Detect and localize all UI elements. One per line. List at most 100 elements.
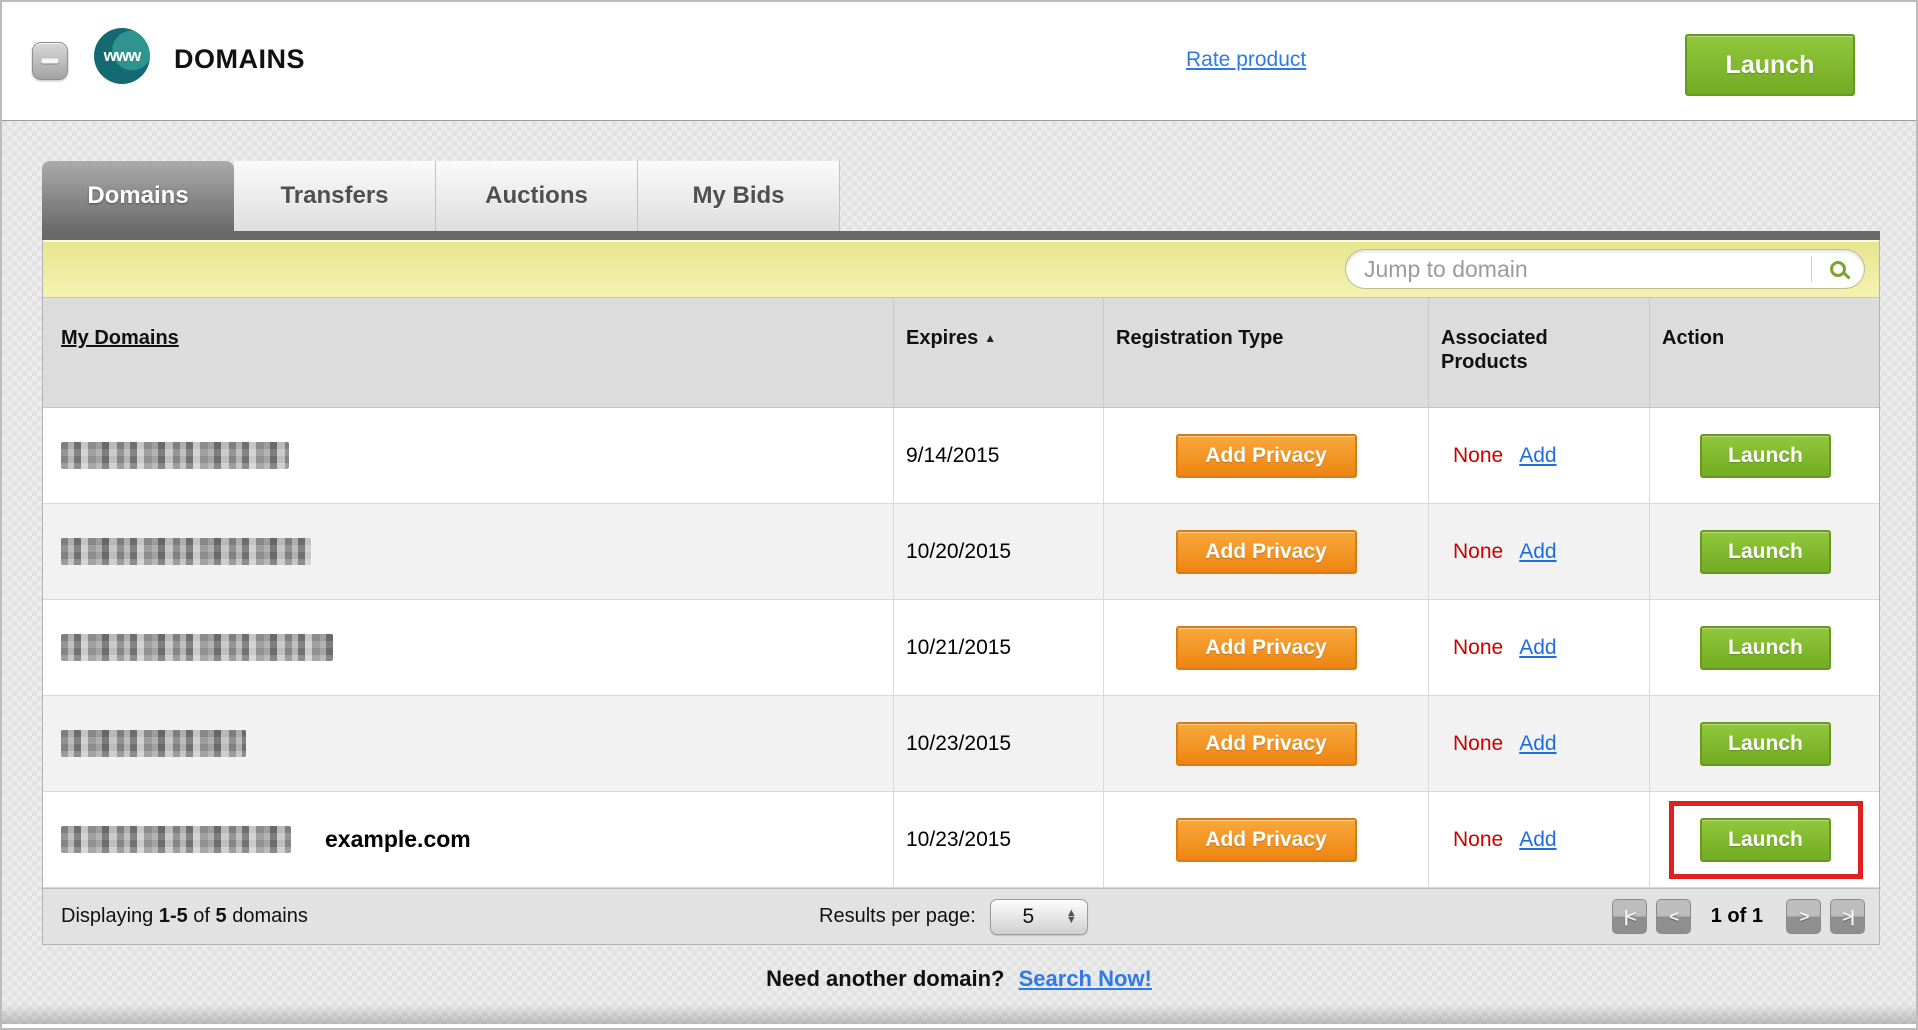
launch-button-highlighted[interactable]: Launch <box>1700 817 1831 862</box>
launch-button-header[interactable]: Launch <box>1685 34 1855 96</box>
table-row-example-com: example.com 10/23/2015 Add Privacy None … <box>43 792 1879 888</box>
domain-cell <box>43 504 893 599</box>
redacted-domain-name <box>61 538 311 565</box>
domain-cell <box>43 408 893 503</box>
domain-cell <box>43 600 893 695</box>
www-globe-icon: www <box>94 28 150 84</box>
add-product-link[interactable]: Add <box>1519 635 1557 659</box>
associated-cell: None Add <box>1428 408 1649 503</box>
sort-ascending-icon: ▲ <box>984 331 997 345</box>
table-row: 10/20/2015 Add Privacy None Add Launch <box>43 504 1879 600</box>
results-per-page: Results per page: 5 ▲ ▼ <box>819 898 1088 935</box>
stepper-icon: ▲ ▼ <box>1065 906 1077 926</box>
column-expires[interactable]: Expires ▲ <box>893 298 1103 407</box>
app-header: www DOMAINS Rate product Launch <box>2 2 1916 120</box>
add-privacy-button[interactable]: Add Privacy <box>1175 529 1357 574</box>
action-cell: Launch <box>1649 504 1881 599</box>
action-cell: Launch <box>1649 696 1881 791</box>
first-page-button[interactable]: |< <box>1611 899 1647 934</box>
registration-cell: Add Privacy <box>1103 600 1428 695</box>
launch-button[interactable]: Launch <box>1700 625 1831 670</box>
results-per-page-select[interactable]: 5 ▲ ▼ <box>989 898 1088 935</box>
collapse-module-button[interactable] <box>32 42 68 80</box>
need-domain-prompt: Need another domain? Search Now! <box>766 966 1152 991</box>
pagination: |< < 1 of 1 > >| <box>1603 899 1865 934</box>
content-panel: My Domains Expires▲ Registration Type As… <box>42 240 1880 945</box>
last-page-button[interactable]: >| <box>1830 899 1865 934</box>
expires-cell: 10/23/2015 <box>893 792 1103 887</box>
table-footer: Displaying 1-5 of 5 domains Results per … <box>43 888 1879 944</box>
column-associated-products[interactable]: Associated Products <box>1428 298 1649 407</box>
page-status: 1 of 1 <box>1710 905 1763 927</box>
add-product-link[interactable]: Add <box>1519 731 1557 755</box>
add-product-link[interactable]: Add <box>1519 539 1557 563</box>
minus-icon <box>41 58 59 64</box>
results-per-page-label: Results per page: <box>819 905 976 927</box>
column-action: Action <box>1649 298 1881 407</box>
action-cell: Launch <box>1649 792 1881 887</box>
tab-bar-base <box>42 231 1880 240</box>
associated-none: None <box>1453 827 1504 851</box>
search-bar <box>43 240 1879 298</box>
search-icon <box>1830 261 1846 277</box>
associated-cell: None Add <box>1428 792 1649 887</box>
add-privacy-button[interactable]: Add Privacy <box>1175 817 1357 862</box>
add-privacy-button[interactable]: Add Privacy <box>1175 721 1357 766</box>
launch-button[interactable]: Launch <box>1700 529 1831 574</box>
redacted-domain-name <box>61 826 291 853</box>
tab-auctions[interactable]: Auctions <box>436 161 638 231</box>
add-product-link[interactable]: Add <box>1519 827 1557 851</box>
table-row: 10/23/2015 Add Privacy None Add Launch <box>43 696 1879 792</box>
launch-button[interactable]: Launch <box>1700 433 1831 478</box>
tab-bar: Domains Transfers Auctions My Bids <box>42 161 840 231</box>
registration-cell: Add Privacy <box>1103 792 1428 887</box>
displaying-status: Displaying 1-5 of 5 domains <box>61 905 308 927</box>
associated-cell: None Add <box>1428 600 1649 695</box>
domain-annotation: example.com <box>325 826 471 852</box>
search-button[interactable] <box>1812 250 1864 288</box>
column-registration-type[interactable]: Registration Type <box>1103 298 1428 407</box>
add-product-link[interactable]: Add <box>1519 443 1557 467</box>
previous-page-button[interactable]: < <box>1655 899 1691 934</box>
table-row: 9/14/2015 Add Privacy None Add Launch <box>43 408 1879 504</box>
search-divider <box>1811 256 1812 282</box>
associated-cell: None Add <box>1428 696 1649 791</box>
registration-cell: Add Privacy <box>1103 696 1428 791</box>
domain-cell <box>43 696 893 791</box>
launch-button[interactable]: Launch <box>1700 721 1831 766</box>
results-per-page-value: 5 <box>1022 904 1035 928</box>
associated-none: None <box>1453 731 1504 755</box>
tab-domains[interactable]: Domains <box>42 161 234 231</box>
add-privacy-button[interactable]: Add Privacy <box>1175 433 1357 478</box>
add-privacy-button[interactable]: Add Privacy <box>1175 625 1357 670</box>
expires-cell: 10/23/2015 <box>893 696 1103 791</box>
column-my-domains[interactable]: My Domains <box>61 327 179 349</box>
jump-to-domain-box <box>1345 249 1865 289</box>
rate-product-link[interactable]: Rate product <box>1186 48 1307 71</box>
associated-none: None <box>1453 443 1504 467</box>
registration-cell: Add Privacy <box>1103 504 1428 599</box>
redacted-domain-name <box>61 634 333 661</box>
associated-none: None <box>1453 635 1504 659</box>
expires-cell: 9/14/2015 <box>893 408 1103 503</box>
table-row: 10/21/2015 Add Privacy None Add Launch <box>43 600 1879 696</box>
stepper-down-icon: ▼ <box>1065 913 1077 926</box>
tab-my-bids[interactable]: My Bids <box>638 161 840 231</box>
search-now-link[interactable]: Search Now! <box>1018 966 1152 991</box>
jump-to-domain-input[interactable] <box>1346 255 1811 283</box>
associated-cell: None Add <box>1428 504 1649 599</box>
stepper-up-icon: ▲ <box>1065 906 1077 919</box>
action-cell: Launch <box>1649 408 1881 503</box>
redacted-domain-name <box>61 442 289 469</box>
associated-none: None <box>1453 539 1504 563</box>
registration-cell: Add Privacy <box>1103 408 1428 503</box>
expires-cell: 10/20/2015 <box>893 504 1103 599</box>
next-page-button[interactable]: > <box>1786 899 1821 934</box>
action-cell: Launch <box>1649 600 1881 695</box>
expires-cell: 10/21/2015 <box>893 600 1103 695</box>
domain-cell: example.com <box>43 792 893 887</box>
tab-transfers[interactable]: Transfers <box>234 161 436 231</box>
domains-module: Domains Transfers Auctions My Bids <box>2 120 1916 1024</box>
page-title: DOMAINS <box>174 44 305 74</box>
